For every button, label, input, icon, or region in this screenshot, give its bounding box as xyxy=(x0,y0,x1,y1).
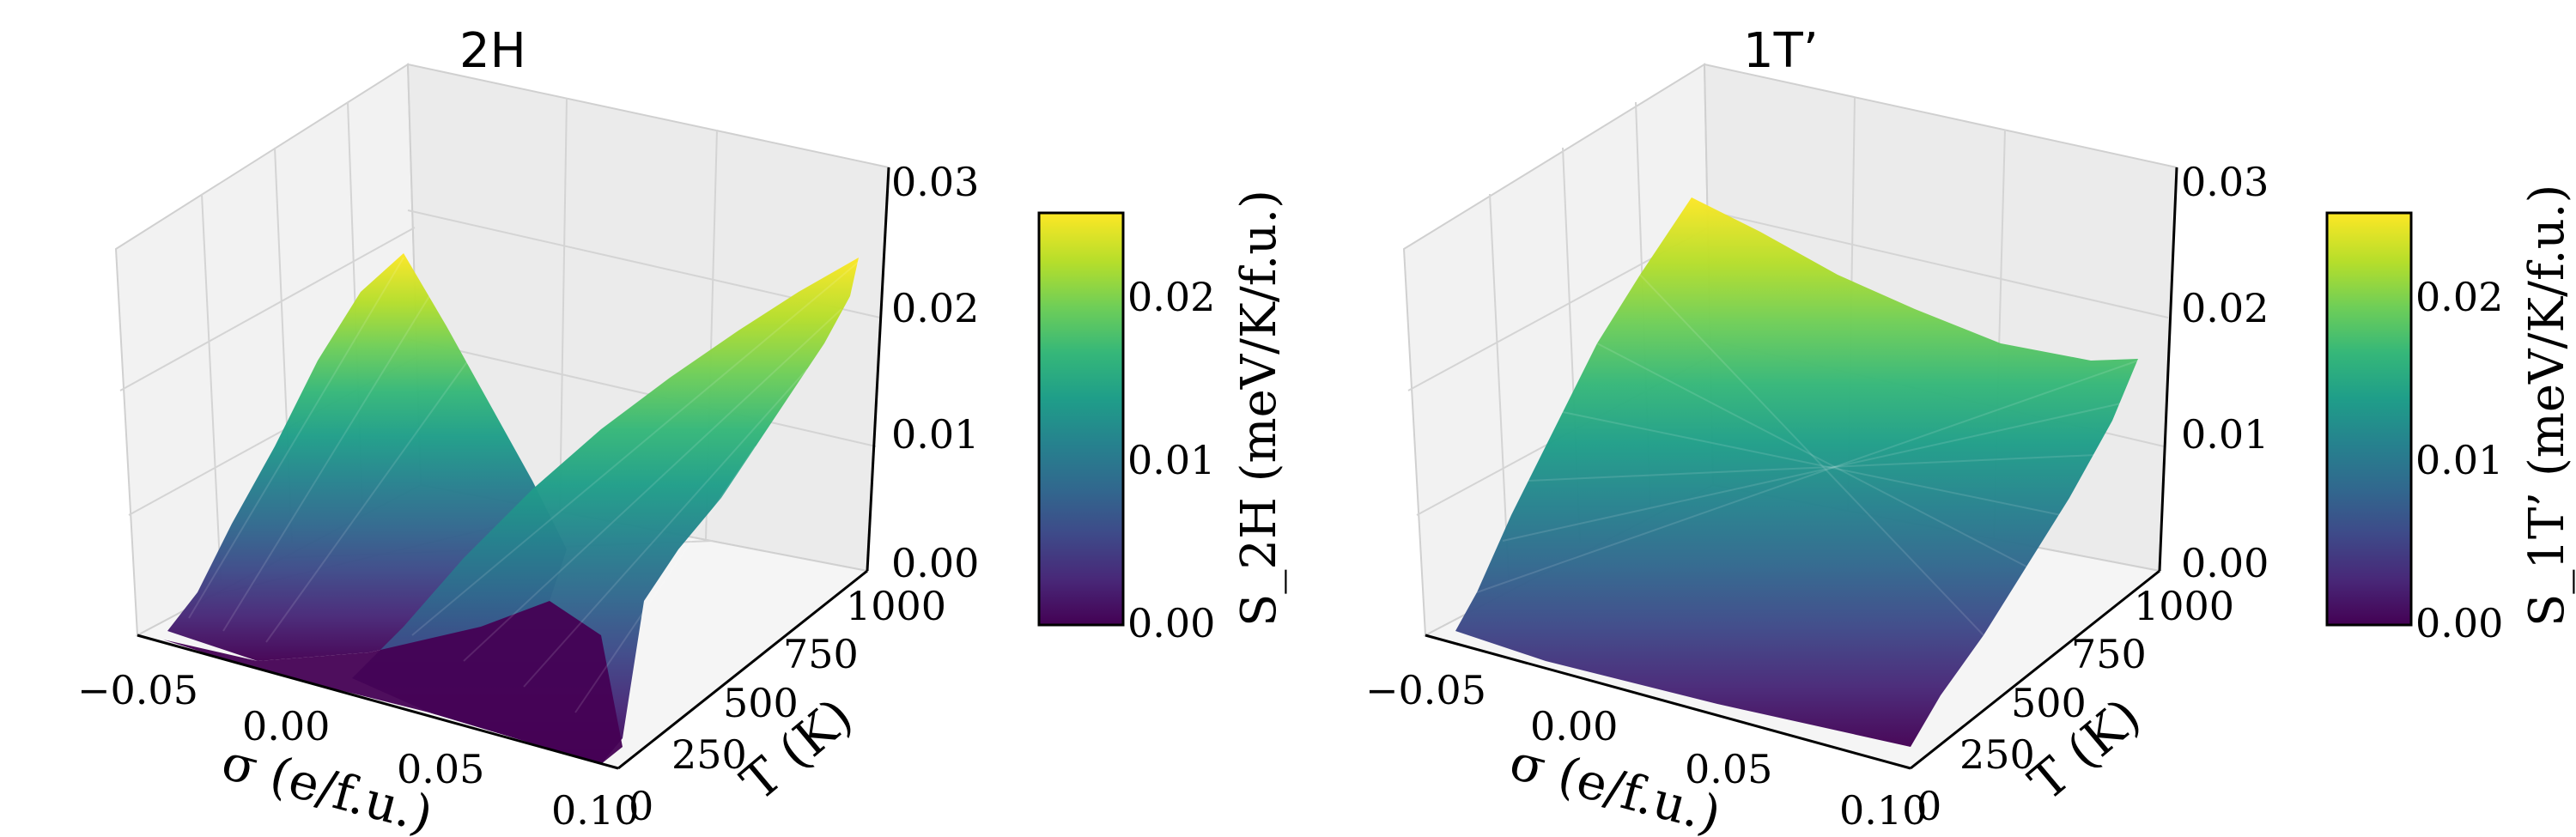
x-tick: 0.00 xyxy=(242,703,330,749)
z-tick: 0.01 xyxy=(2181,411,2269,458)
z-tick: 0.01 xyxy=(891,411,979,458)
y-tick: 0 xyxy=(629,783,653,829)
x-tick: 0.10 xyxy=(551,787,639,834)
z-axis-line xyxy=(866,167,890,572)
x-axis-line xyxy=(137,634,619,770)
chart-title: 2H xyxy=(459,23,526,79)
colorbar-tick: 0.02 xyxy=(2415,274,2503,320)
colorbar-tick: 0.01 xyxy=(1127,437,1215,483)
x-tick: 0.10 xyxy=(1839,787,1927,834)
colorbar xyxy=(1037,211,1125,627)
panel-1t: −0.05 0.00 0.05 0.10 0 250 500 750 1000 … xyxy=(1365,23,2575,837)
y-axis-line xyxy=(1910,569,2160,770)
z-tick: 0.02 xyxy=(891,285,979,331)
y-tick: 1000 xyxy=(846,583,946,629)
y-tick: 250 xyxy=(671,731,747,778)
z-axis-line xyxy=(2158,167,2178,572)
colorbar-tick: 0.01 xyxy=(2415,437,2503,483)
colorbar-tick: 0.00 xyxy=(2415,600,2503,646)
colorbar-tick: 0.02 xyxy=(1127,274,1215,320)
panel-2h: −0.05 0.00 0.05 0.10 0 250 500 750 1000 … xyxy=(77,23,1287,837)
x-tick: 0.05 xyxy=(1685,746,1772,792)
y-tick: 750 xyxy=(783,631,859,677)
y-tick: 1000 xyxy=(2134,583,2234,629)
y-tick: 250 xyxy=(1959,731,2035,778)
z-tick: 0.03 xyxy=(2181,159,2269,205)
y-tick: 500 xyxy=(723,680,799,726)
y-axis-line xyxy=(617,569,868,770)
z-tick: 0.00 xyxy=(2181,540,2269,586)
surface xyxy=(1455,197,2138,747)
z-tick: 0.00 xyxy=(891,540,979,586)
z-tick: 0.03 xyxy=(891,159,979,205)
surface-facets xyxy=(188,257,860,713)
x-tick: −0.05 xyxy=(77,667,198,713)
x-tick: −0.05 xyxy=(1365,667,1486,713)
surface-floor xyxy=(163,601,623,764)
z-tick: 0.02 xyxy=(2181,285,2269,331)
x-tick: 0.05 xyxy=(397,746,484,792)
chart-title: 1T’ xyxy=(1743,23,1819,79)
colorbar-tick: 0.00 xyxy=(1127,600,1215,646)
x-tick: 0.00 xyxy=(1530,703,1618,749)
surface-facets xyxy=(1476,274,2139,636)
y-tick: 750 xyxy=(2071,631,2147,677)
colorbar xyxy=(2325,211,2413,627)
y-tick: 0 xyxy=(1917,783,1941,829)
y-tick: 500 xyxy=(2011,680,2087,726)
colorbar-label: S_1T’ (meV/K/f.u.) xyxy=(2519,185,2575,627)
x-axis-line xyxy=(1425,634,1911,770)
colorbar-label: S_2H (meV/K/f.u.) xyxy=(1231,190,1287,627)
